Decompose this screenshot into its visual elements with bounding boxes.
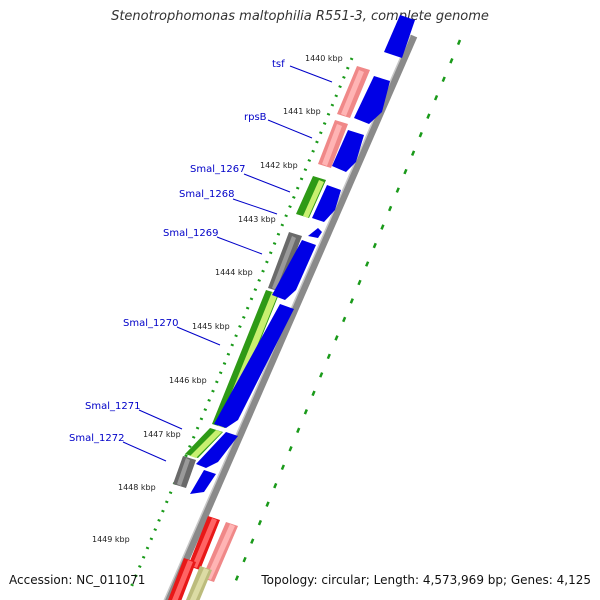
svg-text:1446 kbp: 1446 kbp	[169, 376, 207, 385]
topology-summary: Topology: circular; Length: 4,573,969 bp…	[261, 573, 591, 587]
gene-label-smal-1272[interactable]: Smal_1272	[69, 433, 167, 462]
gene-label-smal-1267[interactable]: Smal_1267	[190, 164, 291, 193]
rrna-gene-1[interactable]	[188, 516, 220, 570]
gene-label-smal-1268[interactable]: Smal_1268	[179, 189, 278, 215]
smal-1269-gene[interactable]	[268, 232, 302, 292]
cds-arrow-1271[interactable]	[196, 432, 238, 468]
gene-label-tsf[interactable]: tsf	[272, 59, 333, 83]
gene-label-smal-1270[interactable]: Smal_1270	[123, 318, 221, 346]
cds-arrow-1270[interactable]	[214, 304, 294, 428]
cds-arrow-1268[interactable]	[308, 228, 322, 238]
svg-text:Smal_1269: Smal_1269	[163, 228, 218, 239]
gene-label-smal-1271[interactable]: Smal_1271	[85, 401, 183, 430]
svg-text:Smal_1272: Smal_1272	[69, 433, 124, 444]
tick-label-1449: 1449 kbp	[92, 535, 130, 544]
svg-text:Smal_1270: Smal_1270	[123, 318, 178, 329]
svg-text:1442 kbp: 1442 kbp	[260, 161, 298, 170]
svg-text:1441 kbp: 1441 kbp	[283, 107, 321, 116]
svg-text:1444 kbp: 1444 kbp	[215, 268, 253, 277]
svg-text:1440 kbp: 1440 kbp	[305, 54, 343, 63]
forward-cds-track	[190, 15, 415, 494]
svg-text:Smal_1271: Smal_1271	[85, 401, 140, 412]
tick-label-1445: 1445 kbp	[192, 322, 230, 331]
svg-text:1448 kbp: 1448 kbp	[118, 483, 156, 492]
svg-text:1447 kbp: 1447 kbp	[143, 430, 181, 439]
tick-label-1444: 1444 kbp	[215, 268, 253, 277]
accession-text: Accession: NC_011071	[9, 573, 146, 587]
smal-1271-gene[interactable]	[185, 428, 223, 458]
svg-text:Smal_1268: Smal_1268	[179, 189, 234, 200]
tick-label-1447: 1447 kbp	[143, 430, 181, 439]
tick-label-1442: 1442 kbp	[260, 161, 298, 170]
gc-inner-dotted-track	[128, 57, 354, 591]
gene-label-smal-1269[interactable]: Smal_1269	[163, 228, 263, 255]
smal-1272-gene[interactable]	[173, 456, 196, 488]
tick-label-1440: 1440 kbp	[305, 54, 343, 63]
tick-label-1441: 1441 kbp	[283, 107, 321, 116]
svg-text:1443 kbp: 1443 kbp	[238, 215, 276, 224]
svg-text:1445 kbp: 1445 kbp	[192, 322, 230, 331]
svg-text:1449 kbp: 1449 kbp	[92, 535, 130, 544]
cds-arrow-1272[interactable]	[190, 470, 216, 494]
cds-arrow-1267[interactable]	[312, 185, 341, 222]
svg-text:tsf: tsf	[272, 59, 285, 70]
svg-text:Smal_1267: Smal_1267	[190, 164, 245, 175]
tick-label-1443: 1443 kbp	[238, 215, 276, 224]
tsf-gene[interactable]	[337, 66, 370, 118]
gene-label-rpsB[interactable]: rpsB	[244, 112, 313, 139]
forward-rna-track	[186, 522, 238, 600]
rrna-gene-2[interactable]	[168, 558, 196, 600]
rpsB-gene[interactable]	[318, 120, 348, 168]
cds-arrow-1269[interactable]	[272, 240, 316, 300]
smal-1267-gene[interactable]	[296, 176, 326, 218]
cds-arrow-tsf[interactable]	[354, 76, 390, 124]
tick-label-1448: 1448 kbp	[118, 483, 156, 492]
tick-label-1446: 1446 kbp	[169, 376, 207, 385]
genome-title: Stenotrophomonas maltophilia R551-3, com…	[111, 9, 489, 24]
cds-arrow-top[interactable]	[384, 15, 415, 58]
svg-text:rpsB: rpsB	[244, 112, 267, 123]
cds-arrow-rpsB[interactable]	[332, 130, 364, 172]
